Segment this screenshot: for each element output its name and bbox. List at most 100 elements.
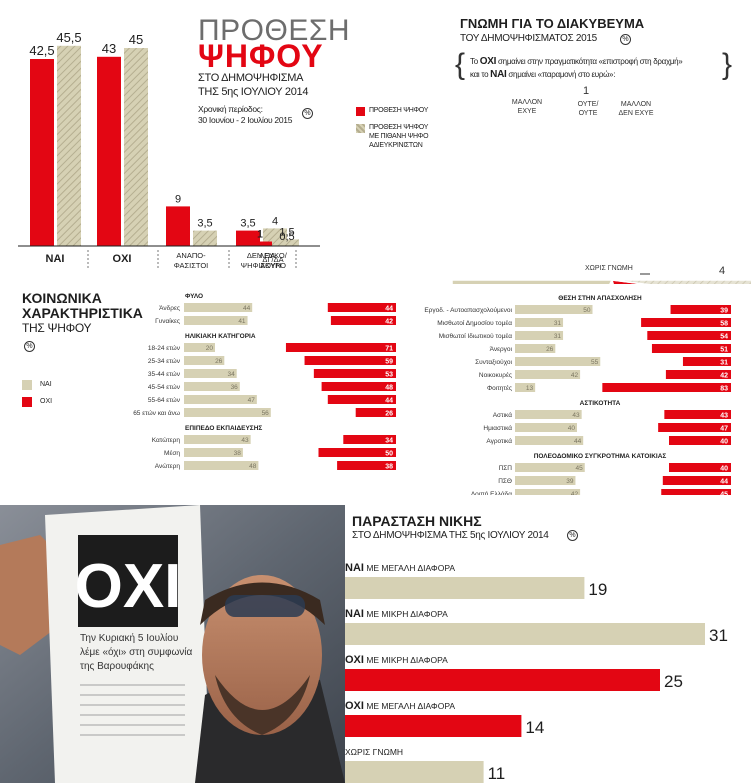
intent-value-0-hatch: 45,5 [56,30,81,45]
social-yes-value-r-0-6: 13 [526,385,534,392]
social-no-bar-r-2-2 [661,489,731,495]
social-row-label-l-1-3: 45-54 ετών [148,383,180,391]
victory-bar-1 [345,623,705,645]
social-no-bar-l-2-1 [318,448,396,457]
social-yes-value-l-0-0: 44 [243,305,251,312]
social-title-2: ΧΑΡΑΚΤΗΡΙΣΤΙΚΑ [22,305,143,321]
victory-value-1: 31 [709,626,728,645]
intent-value-4-red: 1 [257,229,263,241]
social-yes-value-r-2-2: 42 [571,491,579,495]
victory-bar-4 [345,761,484,783]
social-yes-value-l-2-0: 43 [241,437,249,444]
social-row-label-r-1-2: Αγροτικά [486,437,512,445]
social-no-bar-l-1-0 [285,343,396,352]
social-yes-bar-r-2-2 [515,489,581,495]
legend-red-swatch [356,107,365,116]
social-no-bar-r-1-2 [669,436,731,445]
victory-label-bold-0: ΝΑΙ [345,562,364,574]
social-yes-bar-r-1-2 [515,436,584,445]
pie-label-5-0: ΧΩΡΙΣ ΓΝΩΜΗ [585,265,633,272]
intent-bar-5-hatch [275,243,299,246]
social-no-value-r-0-3: 51 [720,347,728,354]
social-no-bar-l-1-4 [327,395,396,404]
social-yes-value-r-1-0: 43 [572,412,580,419]
social-yes-bar-l-2-1 [184,448,243,457]
social-no-bar-r-0-2 [647,331,731,340]
opinion-pct-badge: % [620,34,631,45]
social-no-value-r-1-0: 43 [720,413,728,420]
social-yes-bar-l-1-1 [184,356,225,365]
victory-label-4: ΧΩΡΙΣ ΓΝΩΜΗ [345,747,403,757]
note-2-bold: ΝΑΙ [490,69,507,80]
social-group-l-2: ΕΠΙΠΕΔΟ ΕΚΠΑΙΔΕΥΣΗΣ [185,425,262,432]
victory-label-2: ΟΧΙ ΜΕ ΜΙΚΡΗ ΔΙΑΦΟΡΑ [345,654,448,666]
paper-line-2: λέμε «όχι» στη συμφωνία [80,646,192,658]
social-yes-value-r-0-0: 50 [583,307,591,314]
social-row-label-l-1-4: 55-64 ετών [148,396,180,404]
social-group-l-1: ΗΛΙΚΙΑΚΗ ΚΑΤΗΓΟΡΙΑ [185,333,256,340]
intent-bar-2-hatch [193,230,217,246]
victory-bar-3 [345,715,522,737]
social-legend-yes-label: ΝΑΙ [40,381,52,388]
intent-subtitle-2: ΤΗΣ 5ης ΙΟΥΛΙΟΥ 2014 [198,86,309,98]
intent-bar-0-hatch [57,45,81,246]
intent-bar-2-red [166,206,190,246]
social-no-bar-l-1-5 [355,408,396,417]
social-no-bar-r-0-3 [651,344,731,353]
intent-value-1-hatch: 45 [129,32,143,47]
social-no-value-l-2-2: 38 [385,464,393,471]
social-row-label-r-0-5: Νοικοκυρές [479,371,512,379]
pie-label-2-0: ΟΥΤΕ/ [578,101,599,108]
social-yes-bar-l-1-0 [184,343,215,352]
pie-slice-0 [451,279,614,284]
intent-category-2-0: ΑΝΑΠΟ- [176,251,206,260]
social-row-label-r-0-4: Συνταξιούχοι [475,358,512,366]
social-yes-value-r-0-4: 55 [591,359,599,366]
social-no-bar-r-0-0 [670,305,731,314]
social-yes-bar-r-0-5 [515,370,581,379]
legend-red-label: ΠΡΟΘΕΣΗ ΨΗΦΟΥ [369,107,429,114]
social-yes-bar-r-1-0 [515,410,582,419]
social-yes-bar-r-0-3 [515,344,556,353]
social-yes-value-l-2-1: 38 [234,450,242,457]
victory-value-3: 14 [525,718,544,737]
intent-pct-badge: % [302,108,313,119]
social-yes-bar-r-0-1 [515,318,564,327]
social-yes-bar-r-1-1 [515,423,577,432]
social-yes-bar-l-0-0 [184,303,253,312]
pie-label-1-1: ΕΧΥΕ [518,108,537,115]
social-group-r-1: ΑΣΤΙΚΟΤΗΤΑ [580,400,621,407]
pie-label-1-0: ΜΑΛΛΟΝ [512,99,542,106]
social-no-bar-r-0-5 [665,370,731,379]
social-no-value-l-1-4: 44 [385,398,393,405]
intent-title-2: ΨΗΦΟΥ [198,38,324,74]
social-row-label-r-1-0: Αστικά [493,411,513,419]
pie-slice-4 [610,279,650,284]
social-no-value-r-0-0: 39 [720,308,728,315]
social-no-value-l-0-1: 42 [385,319,393,326]
social-no-value-l-1-5: 26 [385,411,393,418]
pie-label-3-0: ΜΑΛΛΟΝ [621,101,651,108]
victory-value-4: 11 [488,764,506,783]
social-row-label-l-2-0: Κατώτερη [152,436,181,444]
intent-category-1-0: ΟΧΙ [113,253,132,265]
opinion-brace-left: { [455,48,466,81]
social-no-value-l-2-0: 34 [385,438,393,445]
note-1-pre: Το [470,57,480,66]
sign-text: ΟΧΙ [75,552,182,621]
social-no-bar-l-1-3 [321,382,396,391]
social-no-bar-l-0-1 [330,316,396,325]
victory-value-2: 25 [664,672,683,691]
pie-value-5: 4 [719,265,725,277]
social-no-bar-r-1-1 [658,423,731,432]
social-yes-bar-r-0-2 [515,331,564,340]
social-row-label-l-0-0: Άνδρες [159,305,180,312]
intent-value-4-hatch: 1,5 [279,226,294,238]
social-no-bar-r-0-6 [602,383,731,392]
intent-bar-0-red [30,59,54,246]
social-yes-value-r-0-1: 31 [554,320,562,327]
social-row-label-l-2-2: Ανώτερη [155,462,181,470]
victory-bar-0 [345,577,585,599]
intent-value-2-red: 9 [175,193,181,205]
victory-label-1: ΝΑΙ ΜΕ ΜΙΚΡΗ ΔΙΑΦΟΡΑ [345,608,448,620]
